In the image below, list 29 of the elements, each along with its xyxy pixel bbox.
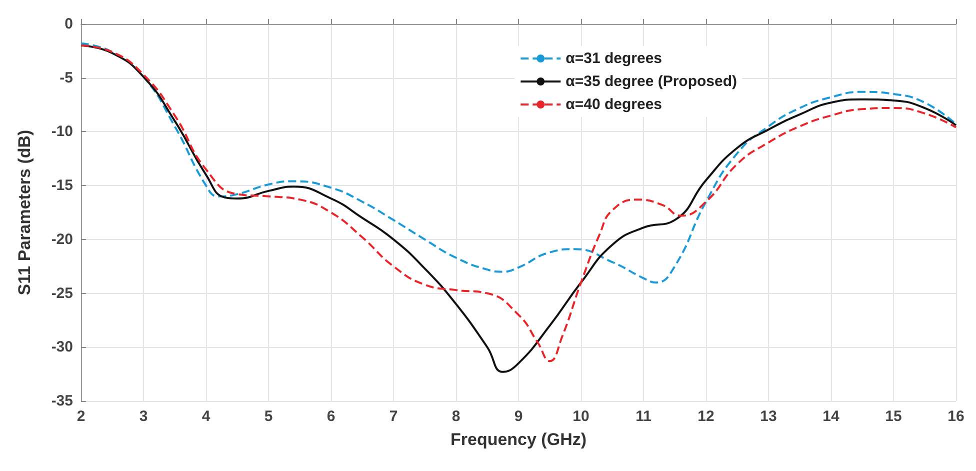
y-axis-title: S11 Parameters (dB)	[15, 130, 34, 296]
y-tick-label: -35	[51, 392, 73, 410]
x-tick-label: 3	[139, 408, 148, 425]
y-tick-label: -10	[51, 123, 73, 140]
x-tick-label: 10	[572, 408, 590, 425]
x-tick-label: 14	[822, 408, 840, 425]
y-tick-label: -15	[51, 177, 73, 194]
x-tick-label: 2	[76, 408, 86, 425]
x-tick-label: 6	[326, 408, 336, 425]
x-tick-label: 16	[948, 408, 964, 425]
x-tick-label: 15	[885, 408, 902, 425]
x-tick-label: 8	[452, 408, 460, 425]
legend-label: α=35 degree (Proposed)	[566, 73, 738, 90]
x-tick-label: 11	[636, 408, 652, 425]
legend-label: α=31 degrees	[566, 50, 662, 67]
y-tick-label: -25	[51, 284, 73, 302]
x-tick-label: 9	[514, 408, 523, 425]
y-tick-label: -30	[51, 338, 73, 356]
y-tick-label: -20	[51, 230, 73, 248]
x-tick-label: 7	[389, 408, 398, 425]
legend-label: α=40 degrees	[566, 96, 662, 113]
line-series	[80, 42, 957, 284]
x-tick-label: 5	[264, 408, 273, 425]
y-tick-label: -5	[60, 69, 73, 86]
x-tick-label: 13	[760, 408, 777, 425]
y-tick-label: 0	[64, 16, 73, 32]
x-axis-title: Frequency (GHz)	[450, 430, 587, 449]
x-tick-label: 4	[202, 408, 211, 425]
x-tick-label: 12	[698, 408, 714, 425]
